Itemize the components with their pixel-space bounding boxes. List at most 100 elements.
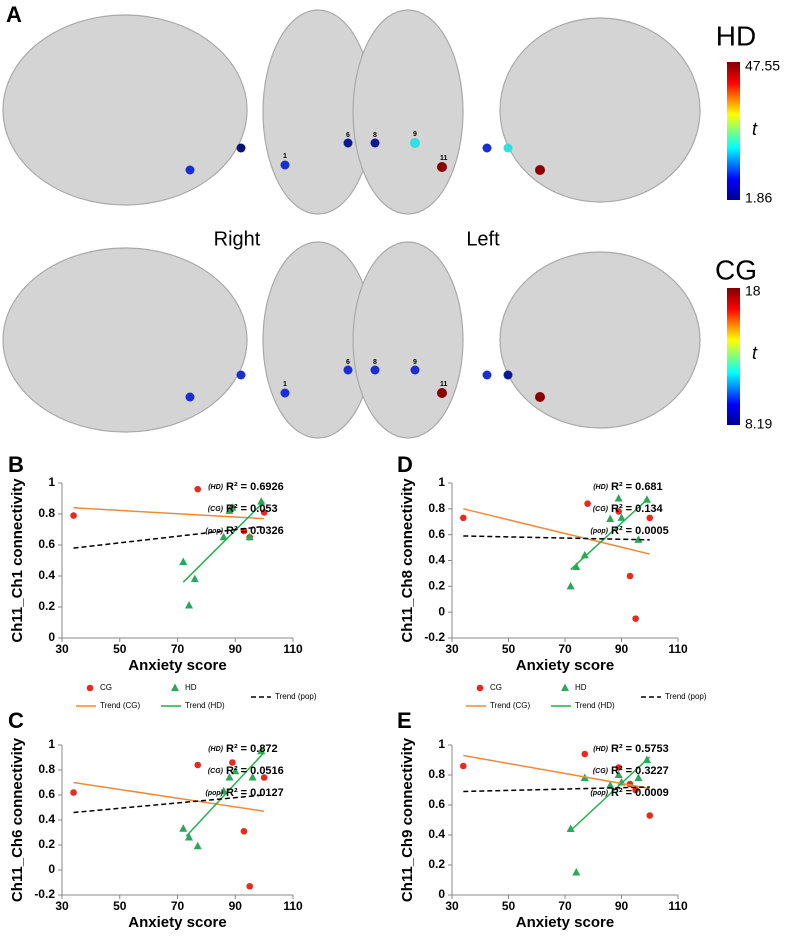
y-tick-label: 0.6 bbox=[428, 797, 445, 811]
y-axis-label: Ch11_Ch8 connectivity bbox=[399, 478, 416, 643]
annotation-group: (CG) bbox=[593, 506, 609, 513]
trend-line bbox=[182, 501, 265, 583]
y-tick-label: 1 bbox=[48, 475, 55, 489]
panel-label: E bbox=[397, 708, 412, 733]
x-tick-label: 50 bbox=[502, 642, 516, 656]
channel-label: 6 bbox=[346, 132, 350, 139]
x-axis-label: Anxiety score bbox=[516, 657, 614, 674]
point bbox=[231, 766, 240, 775]
point bbox=[572, 868, 581, 876]
point bbox=[248, 773, 257, 781]
channel-label: 1 bbox=[283, 381, 287, 388]
legend-label: Trend (CG) bbox=[100, 701, 140, 710]
x-tick-label: 30 bbox=[55, 899, 69, 913]
point bbox=[614, 770, 623, 778]
annotation: R² = 0.5753 bbox=[611, 743, 669, 755]
point bbox=[615, 764, 622, 771]
point bbox=[260, 509, 268, 516]
annotation-group: (CG) bbox=[208, 506, 224, 513]
point bbox=[194, 485, 202, 493]
point bbox=[179, 824, 188, 832]
legend-label: HD bbox=[575, 683, 587, 692]
point bbox=[460, 762, 467, 770]
legend-label: HD bbox=[185, 683, 197, 692]
x-axis-label: Anxiety score bbox=[516, 914, 614, 931]
point bbox=[245, 532, 254, 541]
legend-label: CG bbox=[490, 683, 502, 692]
point bbox=[632, 786, 639, 794]
y-tick-label: 0.8 bbox=[428, 501, 445, 515]
annotation-group: (HD) bbox=[593, 746, 608, 753]
point bbox=[185, 833, 194, 841]
point bbox=[606, 514, 615, 523]
trend-line bbox=[570, 756, 651, 832]
x-tick-label: 50 bbox=[113, 899, 127, 913]
side-label: Left bbox=[466, 228, 500, 250]
y-tick-label: 0.2 bbox=[428, 579, 445, 593]
scale-max: 47.55 bbox=[745, 58, 780, 74]
channel-label: 11 bbox=[440, 155, 448, 162]
y-axis-label: Ch11_Ch6 connectivity bbox=[9, 737, 26, 902]
point bbox=[561, 683, 569, 691]
y-tick-label: 1 bbox=[48, 737, 55, 751]
x-tick-label: 30 bbox=[445, 642, 459, 656]
y-tick-label: 0.6 bbox=[38, 787, 55, 801]
point bbox=[185, 600, 194, 609]
point bbox=[229, 759, 236, 766]
annotation-group: (pop) bbox=[206, 528, 224, 535]
point bbox=[228, 503, 237, 511]
x-tick-label: 70 bbox=[558, 642, 572, 656]
panel-label: C bbox=[8, 708, 24, 733]
y-tick-label: 0.4 bbox=[428, 553, 445, 567]
point bbox=[646, 812, 654, 819]
y-tick-label: 0.6 bbox=[38, 537, 55, 551]
point bbox=[219, 786, 228, 795]
y-tick-label: 0.8 bbox=[38, 506, 55, 520]
legend-label: Trend (HD) bbox=[185, 701, 225, 710]
y-tick-label: 0.6 bbox=[428, 527, 445, 541]
point bbox=[190, 574, 199, 583]
y-tick-label: 0 bbox=[438, 887, 445, 901]
legend-label: Trend (HD) bbox=[575, 701, 615, 710]
channel-label: 6 bbox=[346, 359, 350, 366]
x-tick-label: 50 bbox=[502, 899, 516, 913]
panel-label: B bbox=[8, 452, 24, 477]
y-tick-label: 0 bbox=[438, 604, 445, 618]
channel-label: 9 bbox=[413, 131, 417, 138]
annotation-group: (CG) bbox=[208, 768, 224, 775]
legend-label: Trend (pop) bbox=[665, 692, 707, 701]
annotation: R² = 0.0516 bbox=[226, 765, 284, 777]
y-tick-label: 0.4 bbox=[428, 827, 445, 841]
x-axis-label: Anxiety score bbox=[128, 914, 226, 931]
annotation-group: (pop) bbox=[591, 790, 609, 797]
point bbox=[580, 550, 589, 559]
point bbox=[614, 494, 623, 502]
channel-label: 1 bbox=[283, 153, 287, 160]
annotation-group: (pop) bbox=[591, 528, 609, 535]
x-tick-label: 70 bbox=[558, 899, 572, 913]
group-label: HD bbox=[716, 20, 756, 51]
legend-label: Trend (pop) bbox=[275, 692, 317, 701]
y-axis-label: Ch11_Ch9 connectivity bbox=[399, 737, 416, 902]
annotation: R² = 0.681 bbox=[611, 481, 663, 493]
y-tick-label: 0.8 bbox=[38, 762, 55, 776]
y-tick-label: 0.8 bbox=[428, 767, 445, 781]
point bbox=[615, 508, 622, 515]
point bbox=[606, 781, 615, 789]
y-tick-label: 0 bbox=[48, 862, 55, 876]
trend-line bbox=[570, 499, 648, 571]
x-tick-label: 110 bbox=[668, 642, 688, 656]
point bbox=[219, 532, 228, 541]
colorbar bbox=[727, 288, 740, 425]
point bbox=[70, 512, 77, 519]
point bbox=[260, 774, 268, 781]
panel-label: D bbox=[397, 452, 413, 477]
channel-label: 8 bbox=[373, 132, 377, 139]
y-tick-label: 0.4 bbox=[38, 568, 55, 582]
annotation: R² = 0.0005 bbox=[611, 525, 669, 537]
annotation-group: (CG) bbox=[593, 768, 609, 775]
scale-symbol: t bbox=[752, 343, 758, 363]
x-tick-label: 70 bbox=[171, 642, 185, 656]
annotation: R² = 0.6926 bbox=[226, 481, 284, 493]
annotation-group: (pop) bbox=[206, 790, 224, 797]
